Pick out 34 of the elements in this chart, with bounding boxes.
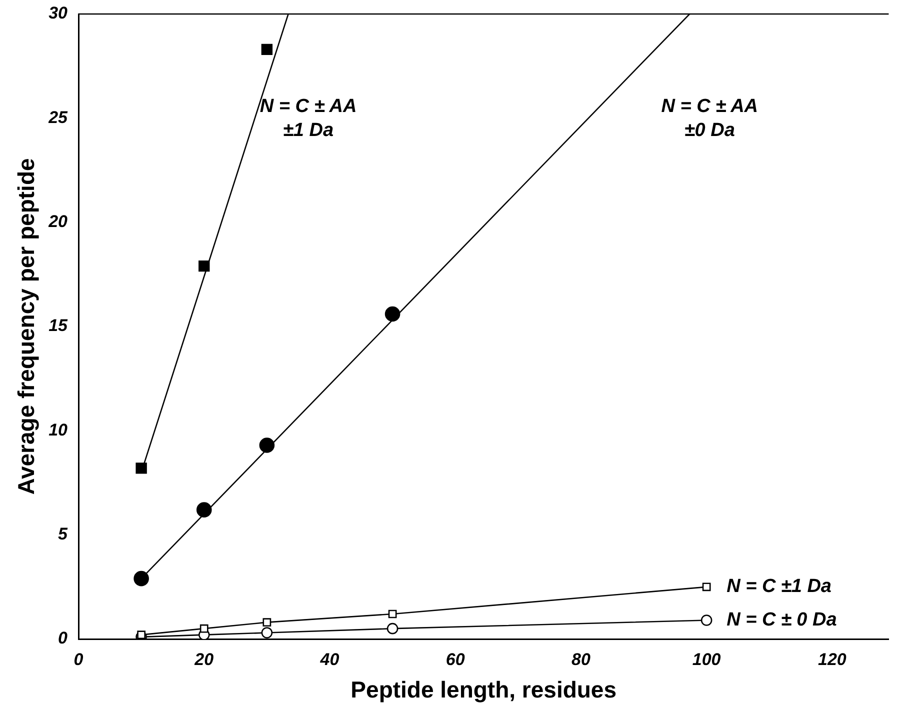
point bbox=[136, 462, 147, 474]
x-tick-label: 80 bbox=[571, 650, 591, 669]
x-tick-label: 40 bbox=[319, 650, 340, 669]
x-tick-label: 120 bbox=[818, 650, 847, 669]
point bbox=[196, 502, 212, 518]
series-label: N = C ± AA ±1 Da bbox=[260, 96, 357, 142]
point bbox=[200, 624, 208, 633]
point bbox=[259, 438, 275, 453]
x-tick-label: 60 bbox=[446, 650, 466, 669]
point bbox=[262, 618, 272, 627]
y-tick-label: 10 bbox=[48, 420, 68, 440]
x-tick-label: 20 bbox=[194, 650, 214, 669]
y-tick-label: 0 bbox=[58, 628, 68, 648]
point bbox=[261, 627, 273, 638]
point bbox=[386, 622, 398, 634]
x-axis-title: Peptide length, residues bbox=[350, 676, 617, 703]
y-axis-title: Average frequency per peptide bbox=[13, 158, 40, 495]
y-tick-label: 25 bbox=[48, 108, 68, 127]
point bbox=[134, 570, 149, 586]
series-label: N = C ±1 Da bbox=[726, 576, 832, 598]
point bbox=[700, 614, 712, 626]
point bbox=[384, 306, 400, 322]
y-tick-label: 5 bbox=[58, 524, 68, 544]
series-label: N = C ± 0 Da bbox=[726, 609, 838, 630]
y-tick-label: 20 bbox=[48, 212, 68, 232]
point bbox=[198, 260, 210, 272]
point bbox=[388, 610, 397, 618]
x-tick-label: 100 bbox=[692, 650, 722, 669]
series-label: N = C ± AA ±0 Da bbox=[661, 96, 758, 142]
y-tick-label: 15 bbox=[48, 316, 68, 336]
point bbox=[261, 44, 273, 56]
point bbox=[702, 582, 711, 592]
x-tick-label: 0 bbox=[74, 650, 84, 669]
y-tick-label: 30 bbox=[48, 4, 68, 23]
